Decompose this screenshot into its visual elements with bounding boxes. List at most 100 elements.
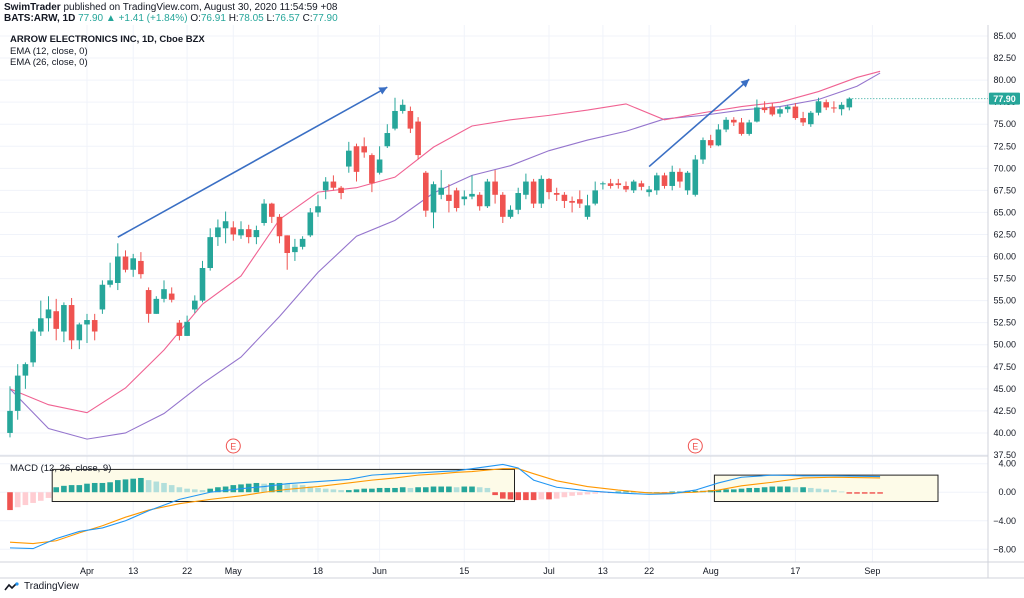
macd-histogram-bar xyxy=(7,492,13,511)
time-tick-label: 15 xyxy=(459,566,469,576)
macd-histogram-bar xyxy=(553,492,560,499)
candle-down xyxy=(615,183,622,186)
candle-down xyxy=(68,305,75,341)
low-value: 76.57 xyxy=(274,13,300,24)
earnings-marker xyxy=(225,438,241,454)
candle-up xyxy=(592,190,598,204)
candle-up xyxy=(199,267,206,301)
close-label: C: xyxy=(302,13,313,24)
candle-up xyxy=(646,189,652,193)
macd-histogram-bar xyxy=(168,485,175,493)
publisher-name[interactable]: SwimTrader xyxy=(4,2,61,13)
price-change: ▲ +1.41 (+1.84%) xyxy=(105,13,188,24)
time-tick-label: Sep xyxy=(864,566,880,576)
macd-tick-label: −8.00 xyxy=(993,544,1016,554)
macd-legend[interactable]: MACD (12, 26, close, 9) xyxy=(10,463,112,474)
candle-up xyxy=(538,178,545,204)
price-tick-label: 47.50 xyxy=(993,362,1016,372)
candle-up xyxy=(600,183,606,185)
macd-tick-label: −4.00 xyxy=(993,516,1016,526)
macd-histogram-bar xyxy=(392,487,398,493)
macd-histogram-bar xyxy=(823,489,829,493)
macd-axis: 4.00 0.00 −4.00 −8.00 xyxy=(993,459,1016,555)
macd-histogram-bar xyxy=(600,492,606,494)
candle-up xyxy=(107,280,113,285)
candle-up xyxy=(307,212,314,236)
candle-up xyxy=(692,159,699,195)
candle-up xyxy=(322,181,329,191)
candle-up xyxy=(777,109,783,114)
candle-down xyxy=(561,194,568,201)
candle-down xyxy=(245,229,252,238)
ema12-legend[interactable]: EMA (12, close, 0) xyxy=(10,45,88,57)
time-tick-label: Jun xyxy=(372,566,387,576)
macd-histogram-bar xyxy=(346,490,352,493)
trend-arrow-shaft xyxy=(117,86,388,238)
candle-up xyxy=(38,318,44,332)
candle-up xyxy=(215,227,221,238)
candle-down xyxy=(446,194,452,201)
macd-histogram-bar xyxy=(846,492,853,494)
candle-down xyxy=(638,183,645,187)
price-tick-label: 40.00 xyxy=(993,428,1016,438)
macd-histogram-bar xyxy=(723,489,729,493)
macd-histogram-bar xyxy=(800,487,806,493)
candle-up xyxy=(14,375,21,411)
candle-up xyxy=(45,309,52,319)
macd-histogram-bar xyxy=(330,489,337,493)
candle-down xyxy=(330,181,337,188)
macd-histogram-bar xyxy=(423,487,429,493)
candle-up xyxy=(846,98,853,108)
candle-down xyxy=(476,194,483,207)
price-tick-label: 70.00 xyxy=(993,163,1016,173)
macd-histogram-bar xyxy=(299,485,306,493)
candle-down xyxy=(91,320,98,332)
candle-up xyxy=(115,256,121,283)
candle-up xyxy=(61,305,67,332)
macd-histogram-bar xyxy=(261,483,267,493)
candle-up xyxy=(76,324,83,341)
footer-brand[interactable]: TradingView xyxy=(4,581,79,592)
macd-histogram-bar xyxy=(669,491,675,493)
candle-down xyxy=(553,193,560,195)
candle-up xyxy=(392,110,398,129)
signal-line xyxy=(9,468,881,545)
macd-histogram-bar xyxy=(207,488,213,493)
candle-up xyxy=(161,289,167,299)
macd-histogram-bar xyxy=(68,485,75,493)
time-tick-label: Jul xyxy=(543,566,555,576)
price-tick-label: 72.50 xyxy=(993,141,1016,151)
price-tick-label: 82.50 xyxy=(993,53,1016,63)
ticker-label: BATS:ARW, 1D xyxy=(4,13,76,24)
macd-histogram-bar xyxy=(76,485,83,493)
candle-up xyxy=(523,181,529,195)
time-tick-label: 13 xyxy=(598,566,608,576)
price-tick-label: 45.00 xyxy=(993,384,1016,394)
footer-brand-label: TradingView xyxy=(24,581,80,592)
macd-histogram-bar xyxy=(269,482,275,493)
candle-up xyxy=(654,175,660,191)
candle-up xyxy=(292,246,298,253)
price-tick-label: 67.50 xyxy=(993,185,1016,195)
candle-up xyxy=(184,321,190,336)
ema26-legend[interactable]: EMA (26, close, 0) xyxy=(10,57,88,68)
candle-up xyxy=(346,150,352,167)
macd-histogram-bar xyxy=(777,486,783,493)
macd-histogram-bar xyxy=(161,482,167,493)
macd-histogram-bar xyxy=(176,487,183,493)
macd-histogram-bar xyxy=(338,490,344,493)
candle-up xyxy=(430,184,437,213)
macd-histogram-bar xyxy=(361,488,367,493)
macd-histogram-bar xyxy=(453,487,460,493)
price-tick-label: 37.50 xyxy=(993,450,1016,460)
candle-up xyxy=(515,193,521,210)
macd-histogram-bar xyxy=(738,488,745,493)
symbol-title[interactable]: ARROW ELECTRONICS INC, 1D, Cboe BZX xyxy=(10,34,205,45)
candle-down xyxy=(353,146,360,172)
macd-histogram-bar xyxy=(99,482,106,493)
candle-down xyxy=(423,172,429,211)
price-tick-label: 62.50 xyxy=(993,229,1016,239)
macd-histogram-bar xyxy=(22,492,29,506)
candle-up xyxy=(30,331,36,363)
